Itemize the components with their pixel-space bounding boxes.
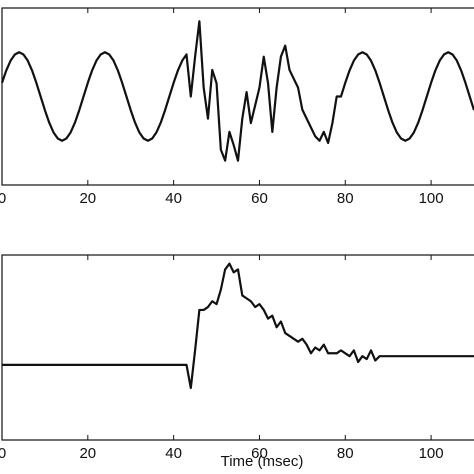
data-line bbox=[0, 20, 474, 162]
x-tick-label: 20 bbox=[79, 190, 96, 207]
x-tick-label: 0 bbox=[0, 190, 6, 207]
x-tick-label: 60 bbox=[251, 190, 268, 207]
x-tick-label: 100 bbox=[419, 190, 444, 207]
x-tick-label: 60 bbox=[251, 445, 268, 462]
data-line bbox=[2, 262, 474, 390]
x-tick-label: 0 bbox=[0, 445, 6, 462]
x-tick-label: 80 bbox=[337, 190, 354, 207]
x-tick-label: 100 bbox=[419, 445, 444, 462]
x-axis-label: Time (msec) bbox=[221, 453, 304, 470]
x-tick-label: 20 bbox=[79, 445, 96, 462]
x-tick-label: 40 bbox=[165, 190, 182, 207]
plot-frame bbox=[1, 254, 474, 441]
plot-frame bbox=[1, 7, 474, 186]
x-tick-label: 80 bbox=[337, 445, 354, 462]
x-tick-label: 40 bbox=[165, 445, 182, 462]
